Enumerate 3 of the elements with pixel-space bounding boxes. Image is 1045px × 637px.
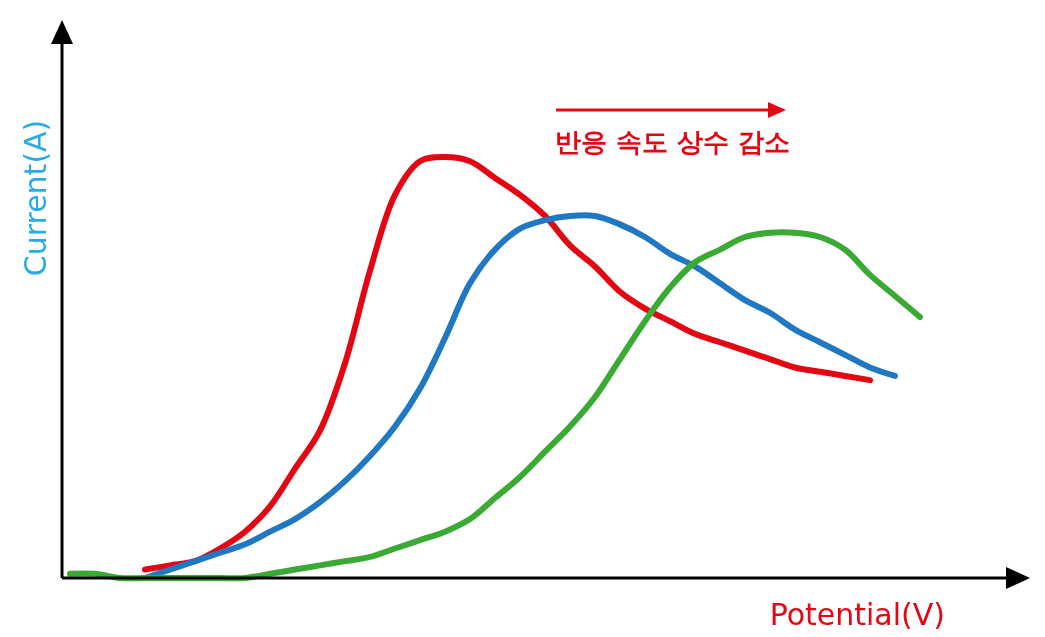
annotation: 반응 속도 상수 감소 (555, 127, 791, 157)
x-axis-title: Potential(V) (769, 597, 945, 632)
y-axis-title: Current(A) (18, 119, 53, 277)
